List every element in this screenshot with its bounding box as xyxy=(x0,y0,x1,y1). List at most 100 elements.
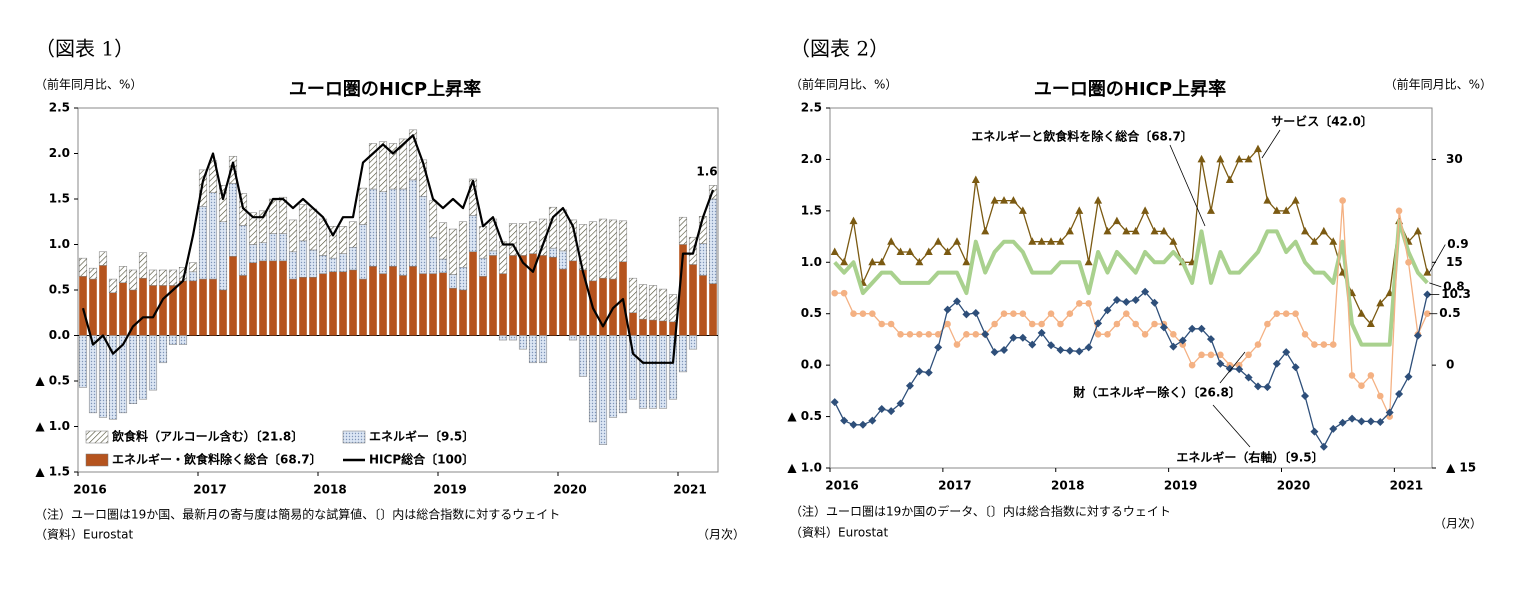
marker xyxy=(943,247,952,255)
marker xyxy=(1178,336,1187,345)
marker xyxy=(1385,408,1394,417)
bar-segment xyxy=(179,280,187,336)
bar-segment xyxy=(359,279,367,336)
marker xyxy=(1188,361,1196,369)
bar-segment xyxy=(238,225,248,276)
marker xyxy=(915,257,924,266)
marker xyxy=(1235,361,1243,369)
y-tick-label: ▲ 0.5 xyxy=(787,409,822,423)
source: （資料）Eurostat xyxy=(790,526,889,540)
marker xyxy=(1339,197,1346,204)
bar-segment xyxy=(358,224,368,280)
bar-segment xyxy=(509,255,517,336)
bar-segment xyxy=(618,335,628,414)
marker xyxy=(1263,196,1272,204)
marker xyxy=(1131,226,1140,235)
marker xyxy=(1245,351,1252,359)
marker xyxy=(1376,298,1385,307)
marker xyxy=(943,305,952,314)
bar-segment xyxy=(638,284,648,320)
marker xyxy=(869,310,876,318)
marker xyxy=(868,416,877,425)
bar-segment xyxy=(158,335,168,364)
y-tick-label: 2.0 xyxy=(49,146,70,160)
marker xyxy=(1423,310,1431,318)
bar-segment xyxy=(129,290,137,336)
bar-segment xyxy=(428,200,438,238)
marker xyxy=(1009,333,1018,342)
bar-segment xyxy=(488,250,498,256)
bar-segment xyxy=(78,335,88,388)
bar-segment xyxy=(548,247,558,258)
marker xyxy=(1094,319,1103,328)
marker xyxy=(1405,258,1412,266)
bar-segment xyxy=(639,319,647,336)
value-label: 1.6 xyxy=(696,164,717,178)
bar-segment xyxy=(459,290,467,336)
marker xyxy=(1376,392,1384,400)
marker xyxy=(1244,154,1253,163)
series-line xyxy=(81,134,715,364)
marker xyxy=(1244,373,1253,382)
bar-segment xyxy=(628,335,638,400)
marker xyxy=(1357,417,1366,426)
bar-segment xyxy=(118,266,128,283)
marker xyxy=(868,257,877,266)
marker xyxy=(962,310,971,319)
bar-segment xyxy=(289,279,297,336)
y-axis-label: （前年同月比、%） xyxy=(790,77,897,92)
bar-segment xyxy=(699,275,707,336)
marker xyxy=(952,297,961,306)
legend-swatch xyxy=(85,430,109,444)
marker xyxy=(1028,237,1037,245)
bar-segment xyxy=(118,335,128,414)
marker xyxy=(1272,206,1281,214)
marker xyxy=(1084,343,1093,352)
bar-segment xyxy=(598,218,608,279)
x-tick-label: 2019 xyxy=(433,483,466,497)
bar-segment xyxy=(258,242,268,262)
marker xyxy=(1010,310,1017,318)
bar-segment xyxy=(79,276,87,336)
bar-segment xyxy=(99,265,107,336)
marker xyxy=(1357,309,1366,317)
marker xyxy=(1159,226,1168,235)
legend-label: 飲食料（アルコール含む）〔21.8〕 xyxy=(111,429,303,444)
x-axis-label: （月次） xyxy=(1434,517,1482,531)
marker xyxy=(1273,310,1281,318)
bar-segment xyxy=(669,321,677,336)
marker xyxy=(1292,310,1299,318)
bar-segment xyxy=(618,220,628,263)
bar-segment xyxy=(679,244,687,336)
marker xyxy=(1358,382,1365,390)
legend-label: HICP総合〔100〕 xyxy=(369,452,474,467)
marker xyxy=(830,398,839,407)
bar-segment xyxy=(648,285,658,321)
bar-segment xyxy=(119,282,127,336)
marker xyxy=(1413,226,1422,235)
marker xyxy=(1085,300,1092,307)
bar-segment xyxy=(539,255,547,336)
bar-segment xyxy=(319,273,327,336)
marker xyxy=(1169,237,1178,245)
series-annotation: 財（エネルギー除く）〔26.8〕 xyxy=(1072,385,1241,400)
bar-segment xyxy=(688,335,698,350)
legend-label: エネルギー・飲食料除く総合〔68.7〕 xyxy=(112,452,322,467)
bar-segment xyxy=(419,273,427,336)
marker xyxy=(925,330,933,338)
marker xyxy=(1122,298,1131,307)
source: （資料）Eurostat xyxy=(35,528,134,542)
x-tick-label: 2016 xyxy=(825,479,858,493)
marker xyxy=(850,310,857,318)
bar-segment xyxy=(658,335,668,409)
marker xyxy=(963,330,970,338)
marker xyxy=(830,247,839,255)
marker xyxy=(991,320,998,328)
bar-segment xyxy=(159,285,167,336)
marker xyxy=(831,289,839,297)
marker xyxy=(1348,372,1356,379)
bar-segment xyxy=(588,335,598,423)
bar-segment xyxy=(468,215,478,253)
bar-segment xyxy=(298,240,308,278)
annotation-leader xyxy=(1212,404,1251,448)
